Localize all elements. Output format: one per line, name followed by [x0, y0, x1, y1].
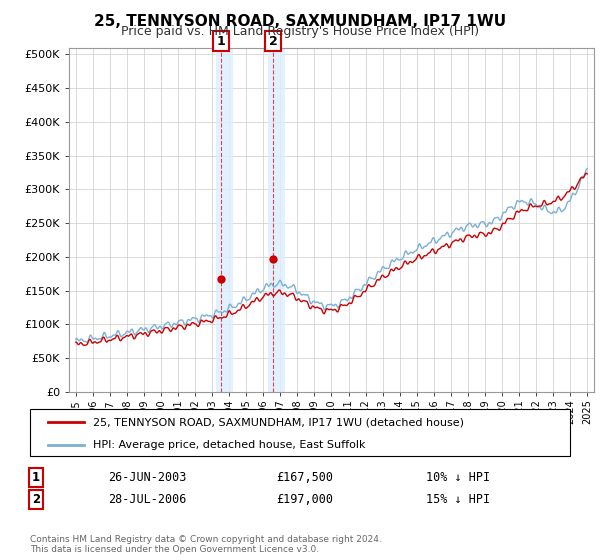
- Text: Contains HM Land Registry data © Crown copyright and database right 2024.: Contains HM Land Registry data © Crown c…: [30, 535, 382, 544]
- Text: HPI: Average price, detached house, East Suffolk: HPI: Average price, detached house, East…: [93, 440, 365, 450]
- Text: 2: 2: [32, 493, 40, 506]
- Bar: [268, 48, 285, 392]
- Text: 28-JUL-2006: 28-JUL-2006: [108, 493, 187, 506]
- Bar: [215, 48, 233, 392]
- Text: 25, TENNYSON ROAD, SAXMUNDHAM, IP17 1WU (detached house): 25, TENNYSON ROAD, SAXMUNDHAM, IP17 1WU …: [93, 417, 464, 427]
- Text: 2: 2: [269, 35, 278, 48]
- Text: This data is licensed under the Open Government Licence v3.0.: This data is licensed under the Open Gov…: [30, 545, 319, 554]
- Text: 26-JUN-2003: 26-JUN-2003: [108, 470, 187, 484]
- Text: Price paid vs. HM Land Registry's House Price Index (HPI): Price paid vs. HM Land Registry's House …: [121, 25, 479, 38]
- Text: £197,000: £197,000: [276, 493, 333, 506]
- Text: 25, TENNYSON ROAD, SAXMUNDHAM, IP17 1WU: 25, TENNYSON ROAD, SAXMUNDHAM, IP17 1WU: [94, 14, 506, 29]
- Text: £167,500: £167,500: [276, 470, 333, 484]
- Text: 15% ↓ HPI: 15% ↓ HPI: [426, 493, 490, 506]
- Text: 10% ↓ HPI: 10% ↓ HPI: [426, 470, 490, 484]
- Text: 1: 1: [32, 470, 40, 484]
- Text: 1: 1: [217, 35, 225, 48]
